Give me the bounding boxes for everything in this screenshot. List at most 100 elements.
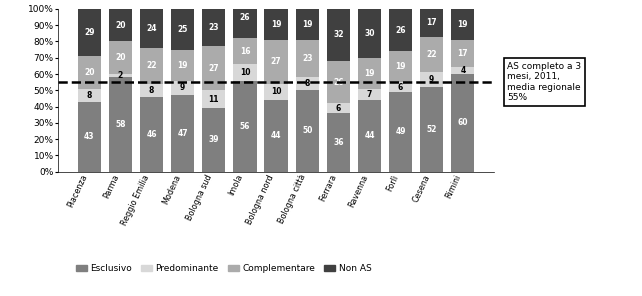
Text: 20: 20 (115, 21, 126, 30)
Bar (171, 9, 195, 49)
Bar (389, 82, 412, 92)
Text: 17: 17 (426, 18, 437, 27)
Text: 10: 10 (271, 87, 281, 96)
Bar (78, 56, 101, 89)
Bar (233, 0, 257, 38)
Bar (420, 9, 444, 36)
Bar (140, 84, 163, 97)
Text: 7: 7 (367, 90, 372, 99)
Text: 24: 24 (146, 24, 157, 33)
Text: 26: 26 (395, 25, 406, 35)
Text: 26: 26 (239, 12, 250, 22)
Text: 20: 20 (84, 68, 94, 77)
Bar (295, 77, 319, 90)
Text: 8: 8 (87, 91, 92, 100)
Text: AS completo a 3
mesi, 2011,
media regionale
55%: AS completo a 3 mesi, 2011, media region… (507, 62, 582, 102)
Bar (389, 92, 412, 172)
Bar (265, 100, 288, 172)
Text: 9: 9 (180, 83, 186, 92)
Bar (140, 9, 163, 48)
Bar (265, 40, 288, 84)
Text: 10: 10 (239, 68, 250, 77)
Bar (358, 9, 381, 58)
Text: 8: 8 (304, 79, 310, 88)
Bar (108, 77, 132, 172)
Text: 44: 44 (271, 131, 281, 140)
Text: 30: 30 (364, 29, 375, 38)
Text: 47: 47 (177, 129, 188, 138)
Bar (233, 81, 257, 172)
Text: 19: 19 (458, 20, 468, 29)
Bar (140, 48, 163, 84)
Text: 19: 19 (271, 20, 281, 29)
Bar (389, 51, 412, 82)
Text: 29: 29 (84, 28, 94, 37)
Bar (451, 67, 474, 74)
Bar (265, 84, 288, 100)
Text: 36: 36 (333, 138, 343, 147)
Text: 23: 23 (302, 54, 313, 63)
Bar (327, 9, 350, 61)
Bar (202, 108, 225, 172)
Text: 23: 23 (209, 23, 219, 32)
Text: 19: 19 (302, 20, 313, 29)
Bar (389, 9, 412, 51)
Text: 6: 6 (336, 104, 341, 113)
Text: 22: 22 (146, 61, 157, 70)
Text: 43: 43 (84, 132, 94, 141)
Text: 32: 32 (333, 30, 343, 39)
Text: 6: 6 (398, 83, 403, 91)
Bar (171, 49, 195, 81)
Bar (202, 9, 225, 46)
Text: 2: 2 (117, 71, 123, 80)
Bar (78, 102, 101, 172)
Bar (327, 113, 350, 172)
Bar (171, 95, 195, 172)
Bar (358, 100, 381, 172)
Text: 20: 20 (115, 53, 126, 62)
Bar (420, 37, 444, 73)
Bar (202, 46, 225, 90)
Bar (202, 90, 225, 108)
Text: 19: 19 (364, 69, 375, 78)
Bar (295, 90, 319, 172)
Text: 52: 52 (426, 125, 437, 134)
Bar (233, 38, 257, 64)
Bar (108, 41, 132, 74)
Text: 58: 58 (115, 120, 126, 129)
Text: 16: 16 (239, 47, 250, 56)
Text: 19: 19 (395, 62, 406, 71)
Bar (233, 64, 257, 81)
Bar (295, 40, 319, 77)
Text: 60: 60 (458, 118, 468, 127)
Bar (171, 81, 195, 95)
Bar (140, 97, 163, 172)
Bar (295, 9, 319, 40)
Text: 17: 17 (458, 49, 468, 58)
Text: 4: 4 (460, 66, 465, 75)
Bar (327, 61, 350, 103)
Bar (358, 58, 381, 89)
Bar (265, 9, 288, 40)
Bar (420, 73, 444, 87)
Bar (78, 89, 101, 102)
Text: 8: 8 (149, 86, 154, 95)
Text: 27: 27 (271, 57, 281, 66)
Bar (108, 74, 132, 77)
Bar (358, 89, 381, 100)
Text: 44: 44 (364, 131, 375, 140)
Text: 46: 46 (146, 130, 157, 139)
Text: 49: 49 (395, 127, 406, 136)
Text: 50: 50 (302, 126, 313, 136)
Text: 9: 9 (429, 75, 435, 84)
Text: 26: 26 (333, 78, 343, 87)
Text: 39: 39 (209, 136, 219, 144)
Text: 19: 19 (177, 61, 188, 70)
Legend: Esclusivo, Predominante, Complementare, Non AS: Esclusivo, Predominante, Complementare, … (73, 261, 375, 277)
Text: 22: 22 (426, 50, 437, 59)
Text: 56: 56 (239, 122, 250, 131)
Bar (108, 9, 132, 41)
Text: 27: 27 (209, 64, 219, 73)
Text: 25: 25 (177, 25, 188, 34)
Bar (451, 9, 474, 40)
